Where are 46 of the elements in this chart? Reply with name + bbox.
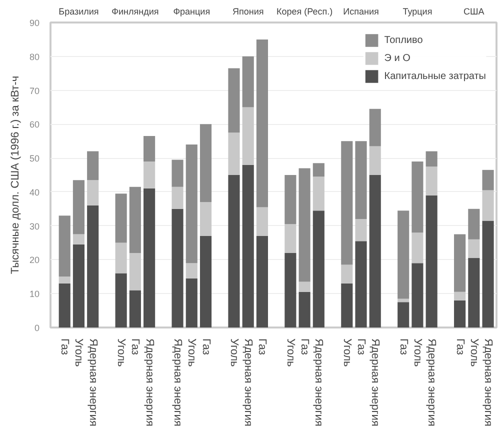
y-tick-label: 30	[29, 221, 40, 232]
x-tick-label: Уголь	[115, 338, 128, 368]
legend-label: Э и О	[384, 52, 410, 64]
x-tick-label: Ядерная энергия	[242, 338, 254, 426]
y-tick-label: 20	[29, 255, 40, 266]
x-tick-label: Уголь	[228, 338, 240, 368]
x-tick-label: Ядерная энергия	[86, 338, 99, 426]
text: Корея (Респ.)	[276, 6, 333, 17]
x-tick-label: Газ	[129, 338, 142, 355]
x-tick-label: Газ	[298, 338, 311, 355]
y-tick-label: 10	[29, 289, 40, 300]
y-tick-label: 40	[29, 187, 40, 198]
y-tick-label: 0	[34, 323, 40, 333]
x-tick-label: Газ	[256, 338, 268, 355]
x-tick-label: Газ	[58, 338, 71, 355]
text: Франция	[173, 6, 210, 17]
x-tick-label: Ядерная энергия	[312, 338, 325, 426]
x-tick-label: Газ	[397, 338, 410, 355]
x-tick-label: Уголь	[72, 338, 85, 368]
y-tick-label: 50	[29, 154, 40, 164]
text: США	[464, 6, 484, 17]
x-tick-label: Уголь	[411, 338, 424, 368]
y-tick-label: 80	[29, 52, 40, 62]
text: Турция	[402, 6, 432, 17]
x-tick-label: Уголь	[284, 338, 296, 368]
x-tick-label: Ядерная энергия	[172, 338, 184, 426]
text: Испания	[343, 6, 379, 17]
text: Япония	[232, 6, 264, 17]
x-tick-label: Газ	[200, 338, 212, 355]
legend-label: Капитальные затраты	[384, 70, 486, 82]
x-tick-label: Газ	[454, 338, 466, 355]
legend-label: Топливо	[384, 34, 423, 46]
x-tick-label: Уголь	[186, 338, 198, 368]
y-tick-label: 60	[29, 120, 40, 130]
x-tick-label: Газ	[355, 338, 368, 355]
text: Финляндия	[112, 6, 159, 17]
y-tick-label: 90	[29, 18, 40, 28]
y-axis-title: Тысячные долл. США (1996 г.) за кВт-ч	[9, 76, 22, 274]
x-tick-label: Ядерная энергия	[482, 338, 494, 426]
y-tick-label: 70	[29, 86, 40, 96]
x-tick-label: Уголь	[468, 338, 480, 368]
x-tick-label: Ядерная энергия	[426, 338, 438, 426]
x-tick-label: Ядерная энергия	[369, 338, 382, 426]
x-tick-label: Ядерная энергия	[143, 338, 156, 426]
x-tick-label: Уголь	[340, 338, 353, 368]
text: Бразилия	[58, 6, 99, 17]
